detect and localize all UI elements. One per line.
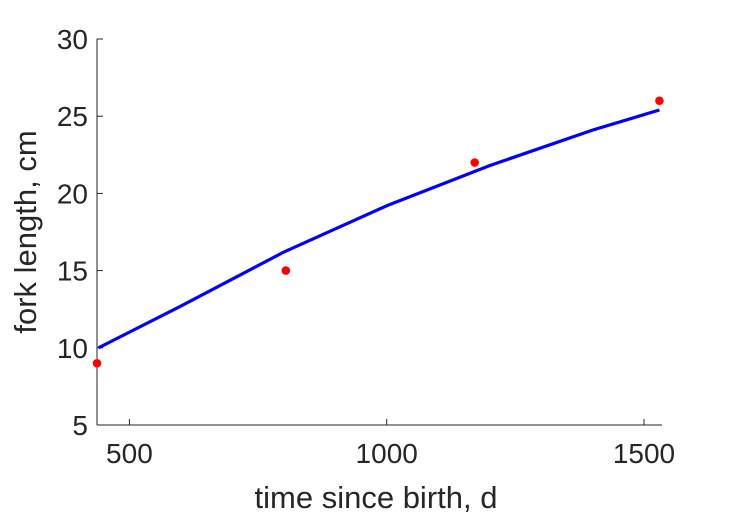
data-point xyxy=(92,358,102,368)
x-tick-label: 1000 xyxy=(356,438,418,469)
y-tick-label: 5 xyxy=(72,410,88,441)
y-tick-label: 15 xyxy=(57,256,88,287)
x-tick-label: 500 xyxy=(106,438,153,469)
fit-line xyxy=(97,108,660,350)
axes: 5 10 15 20 25 30 500 1000 1500 xyxy=(57,24,675,469)
y-tick-label: 30 xyxy=(57,24,88,55)
y-axis-title: fork length, cm xyxy=(8,130,43,333)
x-axis-title: time since birth, d xyxy=(255,480,498,515)
data-point xyxy=(655,96,664,106)
y-tick-label: 20 xyxy=(57,178,88,209)
data-point xyxy=(281,266,291,275)
y-tick-label: 10 xyxy=(57,333,88,364)
y-tick-label: 25 xyxy=(57,101,88,132)
x-tick-label: 1500 xyxy=(613,438,675,469)
data-point xyxy=(470,158,479,167)
plot-area xyxy=(92,96,664,368)
